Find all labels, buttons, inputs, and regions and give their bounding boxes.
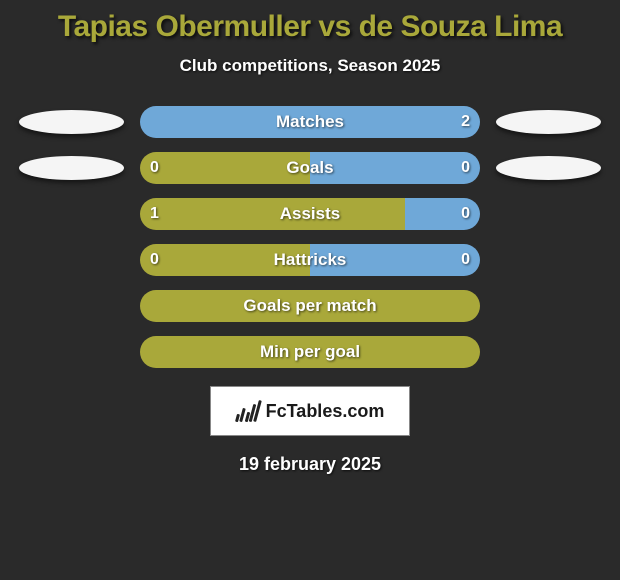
stat-bar: Matches2	[140, 106, 480, 138]
logo-bars-icon	[236, 400, 260, 422]
stat-bar-right	[310, 152, 480, 184]
stat-row: Min per goal	[0, 336, 620, 368]
page-title: Tapias Obermuller vs de Souza Lima	[0, 10, 620, 44]
player-right-avatar	[496, 156, 601, 180]
fctables-logo: FcTables.com	[210, 386, 410, 436]
stat-row: Goals00	[0, 152, 620, 184]
stat-bar-right	[405, 198, 480, 230]
stat-bar-left	[140, 198, 405, 230]
stat-bar-left	[140, 152, 310, 184]
stat-bar: Min per goal	[140, 336, 480, 368]
stat-bar-left	[140, 244, 310, 276]
stat-bar: Hattricks00	[140, 244, 480, 276]
stat-bar: Goals per match	[140, 290, 480, 322]
stat-bar: Assists10	[140, 198, 480, 230]
comparison-infographic: Tapias Obermuller vs de Souza Lima Club …	[0, 0, 620, 580]
logo-text: FcTables.com	[266, 401, 385, 422]
stat-bar: Goals00	[140, 152, 480, 184]
player-left-avatar	[19, 156, 124, 180]
stat-row: Hattricks00	[0, 244, 620, 276]
stat-row: Matches2	[0, 106, 620, 138]
stat-bar-right	[140, 106, 480, 138]
date-label: 19 february 2025	[0, 454, 620, 475]
subtitle: Club competitions, Season 2025	[0, 56, 620, 76]
player-left-avatar	[19, 110, 124, 134]
stat-bar-left	[140, 290, 480, 322]
player-right-avatar	[496, 110, 601, 134]
stat-bar-left	[140, 336, 480, 368]
stat-row: Assists10	[0, 198, 620, 230]
stat-row: Goals per match	[0, 290, 620, 322]
stat-rows: Matches2 Goals00 Assists10 Hattricks00 Goals…	[0, 106, 620, 368]
stat-bar-right	[310, 244, 480, 276]
